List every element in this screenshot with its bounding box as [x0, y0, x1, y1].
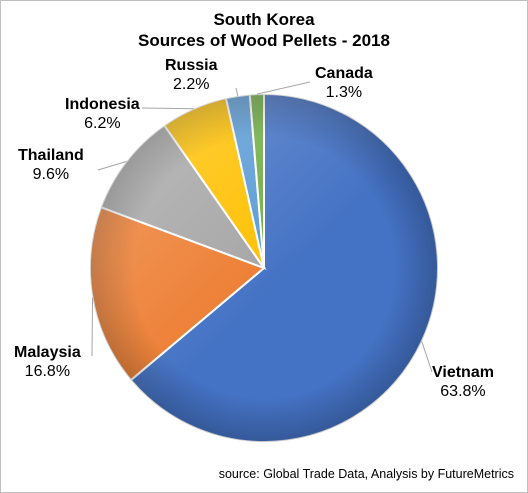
data-label-russia: Russia 2.2%: [165, 56, 217, 94]
data-label-name: Malaysia: [14, 344, 81, 361]
leader-line-thailand: [97, 161, 127, 171]
data-label-thailand: Thailand 9.6%: [18, 146, 84, 184]
data-label-name: Indonesia: [65, 96, 140, 113]
data-label-value: 2.2%: [173, 76, 210, 93]
chart-title-line1: South Korea: [213, 10, 315, 29]
data-label-name: Russia: [165, 57, 218, 74]
source-note: source: Global Trade Data, Analysis by F…: [218, 467, 514, 481]
data-label-value: 16.8%: [24, 363, 71, 380]
data-label-name: Vietnam: [432, 364, 494, 381]
data-label-value: 1.3%: [325, 84, 363, 101]
data-label-name: Canada: [315, 65, 373, 82]
data-label-value: 6.2%: [84, 115, 121, 132]
data-label-value: 9.6%: [32, 166, 70, 183]
leader-line-russia: [235, 87, 239, 97]
data-label-indonesia: Indonesia 6.2%: [65, 95, 140, 133]
leader-line-indonesia: [141, 107, 194, 110]
leader-line-canada: [256, 81, 311, 95]
data-label-name: Thailand: [18, 147, 84, 164]
chart-title-line2: Sources of Wood Pellets - 2018: [138, 31, 390, 50]
leader-line-vietnam: [421, 341, 433, 373]
data-label-malaysia: Malaysia 16.8%: [14, 343, 81, 381]
data-label-canada: Canada 1.3%: [315, 64, 373, 102]
data-label-vietnam: Vietnam 63.8%: [432, 363, 494, 401]
leader-line-malaysia: [91, 297, 94, 357]
data-label-value: 63.8%: [440, 383, 486, 400]
